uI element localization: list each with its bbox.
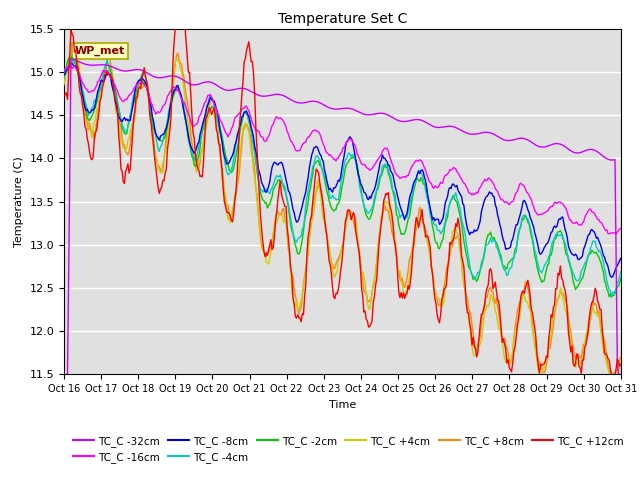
TC_C -2cm bbox=[373, 188, 381, 194]
TC_C +12cm bbox=[399, 290, 407, 296]
Legend: TC_C -32cm, TC_C -16cm, TC_C -8cm, TC_C -4cm, TC_C -2cm, TC_C +4cm, TC_C +8cm, T: TC_C -32cm, TC_C -16cm, TC_C -8cm, TC_C … bbox=[69, 432, 628, 467]
TC_C -32cm bbox=[470, 132, 478, 137]
TC_C +12cm bbox=[567, 349, 575, 355]
TC_C +12cm bbox=[373, 276, 381, 282]
TC_C -16cm bbox=[234, 111, 242, 117]
TC_C +12cm bbox=[234, 150, 242, 156]
X-axis label: Time: Time bbox=[329, 400, 356, 409]
Line: TC_C -2cm: TC_C -2cm bbox=[64, 57, 621, 297]
TC_C +4cm bbox=[617, 358, 625, 364]
TC_C -4cm bbox=[296, 234, 304, 240]
TC_C -32cm bbox=[60, 372, 68, 377]
TC_C +12cm bbox=[617, 361, 625, 367]
TC_C +4cm bbox=[568, 348, 576, 354]
TC_C -16cm bbox=[399, 174, 407, 180]
TC_C -8cm bbox=[60, 72, 68, 78]
TC_C -4cm bbox=[234, 130, 242, 136]
Line: TC_C +12cm: TC_C +12cm bbox=[64, 20, 621, 374]
TC_C +8cm bbox=[296, 307, 304, 312]
TC_C -4cm bbox=[399, 214, 407, 220]
TC_C -32cm bbox=[373, 111, 381, 117]
TC_C +4cm bbox=[234, 171, 242, 177]
Line: TC_C +4cm: TC_C +4cm bbox=[64, 44, 621, 374]
TC_C +4cm bbox=[296, 302, 304, 308]
TC_C -16cm bbox=[60, 68, 68, 74]
TC_C -32cm bbox=[567, 148, 575, 154]
TC_C -8cm bbox=[617, 255, 625, 261]
TC_C +4cm bbox=[536, 372, 543, 377]
TC_C -16cm bbox=[373, 158, 381, 164]
TC_C -2cm bbox=[607, 294, 615, 300]
TC_C -8cm bbox=[607, 274, 615, 280]
TC_C -2cm bbox=[399, 231, 407, 237]
TC_C -2cm bbox=[470, 276, 478, 281]
Line: TC_C +8cm: TC_C +8cm bbox=[64, 50, 621, 374]
TC_C +8cm bbox=[70, 47, 77, 53]
TC_C -8cm bbox=[296, 212, 304, 218]
TC_C -4cm bbox=[470, 275, 478, 280]
TC_C -32cm bbox=[234, 86, 242, 92]
TC_C -8cm bbox=[470, 227, 478, 233]
TC_C -2cm bbox=[296, 250, 304, 255]
TC_C -4cm bbox=[70, 55, 77, 61]
TC_C -8cm bbox=[67, 60, 75, 66]
TC_C -8cm bbox=[399, 213, 407, 218]
TC_C -32cm bbox=[67, 56, 75, 62]
TC_C -4cm bbox=[617, 269, 625, 275]
TC_C +12cm bbox=[296, 315, 304, 321]
TC_C +8cm bbox=[234, 177, 242, 182]
TC_C -32cm bbox=[399, 119, 407, 124]
TC_C +8cm bbox=[399, 282, 407, 288]
TC_C -16cm bbox=[567, 217, 575, 223]
TC_C -8cm bbox=[373, 177, 381, 183]
TC_C +12cm bbox=[60, 92, 68, 98]
TC_C -4cm bbox=[607, 293, 615, 299]
TC_C -4cm bbox=[60, 75, 68, 81]
TC_C -16cm bbox=[296, 147, 304, 153]
TC_C -4cm bbox=[373, 187, 381, 193]
TC_C +4cm bbox=[373, 262, 381, 267]
TC_C +12cm bbox=[470, 344, 478, 349]
TC_C -2cm bbox=[567, 266, 575, 272]
TC_C +8cm bbox=[470, 340, 478, 346]
TC_C -16cm bbox=[612, 231, 620, 237]
TC_C +4cm bbox=[72, 41, 79, 47]
TC_C +8cm bbox=[60, 81, 68, 86]
TC_C -16cm bbox=[67, 63, 75, 69]
TC_C -32cm bbox=[617, 372, 625, 377]
TC_C -4cm bbox=[567, 264, 575, 269]
TC_C +4cm bbox=[399, 289, 407, 295]
TC_C -16cm bbox=[617, 226, 625, 231]
TC_C -8cm bbox=[567, 249, 575, 255]
TC_C +8cm bbox=[617, 354, 625, 360]
TC_C -2cm bbox=[617, 275, 625, 281]
TC_C -2cm bbox=[68, 54, 76, 60]
Line: TC_C -32cm: TC_C -32cm bbox=[64, 59, 621, 374]
TC_C -2cm bbox=[60, 74, 68, 80]
TC_C +8cm bbox=[567, 330, 575, 336]
Title: Temperature Set C: Temperature Set C bbox=[278, 12, 407, 26]
TC_C -2cm bbox=[234, 141, 242, 146]
TC_C -16cm bbox=[470, 192, 478, 197]
TC_C +4cm bbox=[470, 353, 478, 359]
TC_C -8cm bbox=[234, 129, 242, 134]
Line: TC_C -16cm: TC_C -16cm bbox=[64, 66, 621, 234]
TC_C +12cm bbox=[607, 372, 615, 377]
TC_C +8cm bbox=[607, 372, 615, 377]
Y-axis label: Temperature (C): Temperature (C) bbox=[14, 156, 24, 247]
TC_C -32cm bbox=[296, 100, 304, 106]
TC_C +12cm bbox=[173, 17, 180, 23]
TC_C +8cm bbox=[373, 258, 381, 264]
TC_C +4cm bbox=[60, 82, 68, 88]
Line: TC_C -8cm: TC_C -8cm bbox=[64, 63, 621, 277]
Line: TC_C -4cm: TC_C -4cm bbox=[64, 58, 621, 296]
Text: WP_met: WP_met bbox=[75, 46, 125, 56]
